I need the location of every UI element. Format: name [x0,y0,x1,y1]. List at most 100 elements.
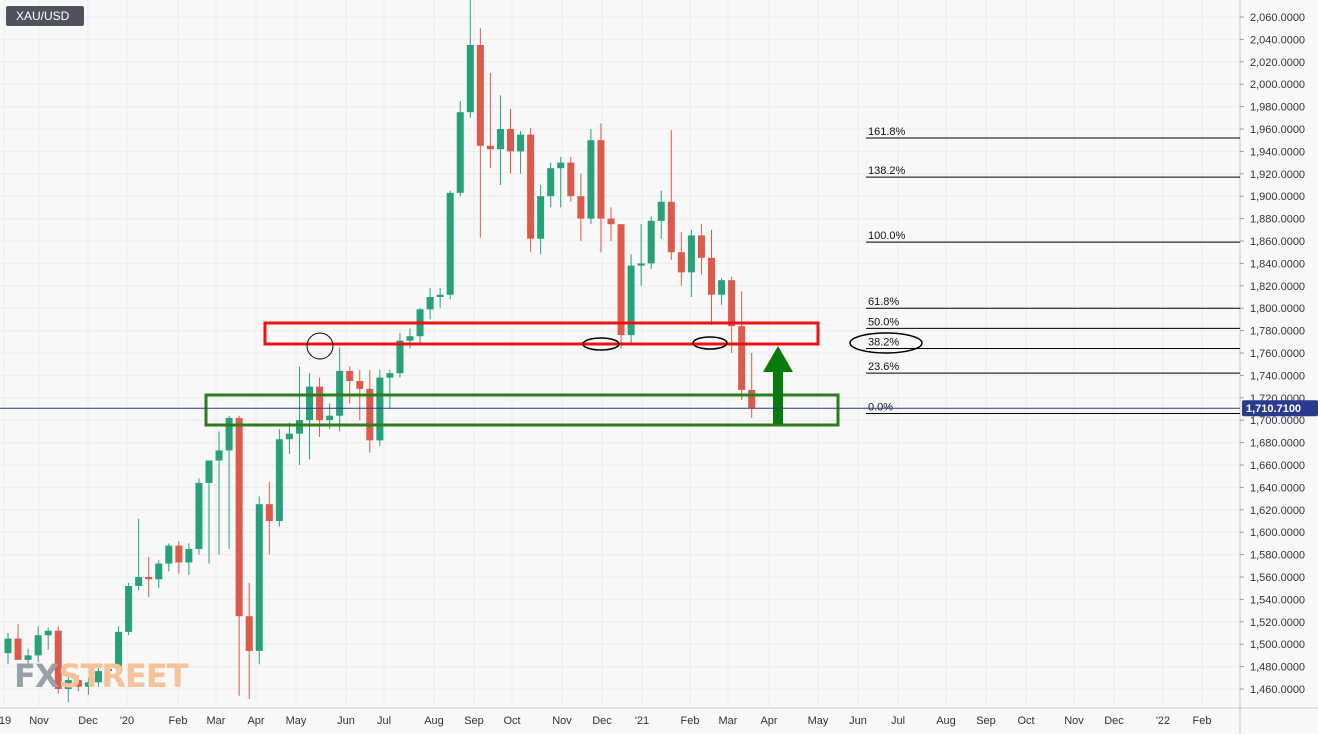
candle-body [155,563,163,580]
candle-body [466,45,474,113]
y-tick-label: 1,740.0000 [1250,370,1305,382]
candle-body [647,220,655,264]
fib-level-label: 138.2% [868,165,906,177]
candle-body [517,134,525,152]
y-tick-label: 1,680.0000 [1250,438,1305,450]
candle-body [697,235,705,258]
price-axis[interactable]: 2,060.0000 2,040.0000 2,020.0000 2,000.0000… [1240,12,1305,696]
fib-level-label: 61.8% [868,296,899,308]
up-arrow [763,346,793,424]
last-price-tag: 1,710.7100 [0,400,1318,417]
candle [316,377,324,437]
y-tick-label: 2,000.0000 [1250,79,1305,91]
x-tick-label: May [286,715,307,727]
candle [4,633,12,665]
fibonacci-levels: 161.8% 138.2% 100.0% 61.8% 50.0% 38.2% 23.6% 0.… [866,126,1240,414]
candle [476,28,484,238]
candle-body [386,373,394,378]
candle [466,0,474,118]
candle-body [235,417,243,617]
candle-body [135,577,143,586]
candle [687,229,695,297]
x-tick-label: '20 [120,715,134,727]
y-tick-label: 1,980.0000 [1250,102,1305,114]
y-tick-label: 1,460.0000 [1250,684,1305,696]
time-axis[interactable]: '19 Nov Dec '20 Feb Mar Apr May Jun Jul Aug Sep Oct N… [0,715,1211,727]
highlight-circle [306,332,334,360]
candle-body [14,638,22,660]
candle-body [476,45,484,146]
candle [235,415,243,696]
candle-body [356,381,364,389]
chart-annotations [204,321,923,427]
fib-level-label: 38.2% [868,337,899,349]
candle-body [205,460,213,483]
candle-body [115,631,123,669]
candle-body [245,616,253,651]
candle [697,224,705,275]
y-tick-label: 1,760.0000 [1250,348,1305,360]
candle-body [557,162,565,169]
candle [94,666,102,687]
x-tick-label: Dec [1104,715,1124,727]
candle-body [255,504,263,651]
candle [597,123,605,253]
support-zone-box [204,393,840,427]
candle [396,332,404,378]
candle [667,130,675,261]
fib-382-ellipse [849,332,923,354]
x-tick-label: Feb [681,715,700,727]
candle [115,626,123,674]
y-tick-label: 1,800.0000 [1250,303,1305,315]
candle [215,431,223,555]
symbol-label[interactable]: XAU/USD [6,6,84,26]
x-tick-label: Aug [424,715,444,727]
y-tick-label: 2,060.0000 [1250,12,1305,24]
candle-body [406,336,414,341]
candle [527,127,535,253]
candle-body [34,635,42,656]
candle-body [105,668,112,672]
candle-body [225,417,233,451]
candle [547,162,555,208]
candle-body [265,504,273,521]
y-tick-label: 1,920.0000 [1250,169,1305,181]
x-tick-label: Jul [377,715,391,727]
candle [718,277,726,305]
last-price-value: 1,710.7100 [1246,403,1301,415]
candle-body [738,326,746,390]
candle-body [456,112,464,193]
candle-body [285,433,293,440]
candle [135,518,143,591]
y-tick-label: 1,960.0000 [1250,124,1305,136]
candle-body [376,377,384,441]
x-tick-label: Mar [719,715,738,727]
x-tick-label: Dec [592,715,612,727]
candle [336,347,344,432]
candle [125,582,133,636]
y-tick-label: 1,940.0000 [1250,146,1305,158]
candle-body [295,420,303,434]
candle-body [728,280,736,327]
x-tick-label: Oct [1017,715,1034,727]
watermark-fx: FX [14,657,60,695]
y-tick-label: 1,600.0000 [1250,527,1305,539]
candle-body [84,682,92,687]
candle [607,207,615,241]
x-tick-label: Oct [503,715,520,727]
candle-body [677,252,685,273]
candle-body [486,145,494,150]
candle-body [687,235,695,273]
candle [728,276,736,353]
candle-body [637,263,645,266]
candle-body [366,388,374,441]
candle-body [627,265,635,336]
candle [446,190,454,300]
candle-body [185,549,193,563]
x-tick-label: Feb [169,715,188,727]
candle-body [54,630,62,689]
x-tick-label: Feb [1193,715,1212,727]
candle-body [336,370,344,416]
